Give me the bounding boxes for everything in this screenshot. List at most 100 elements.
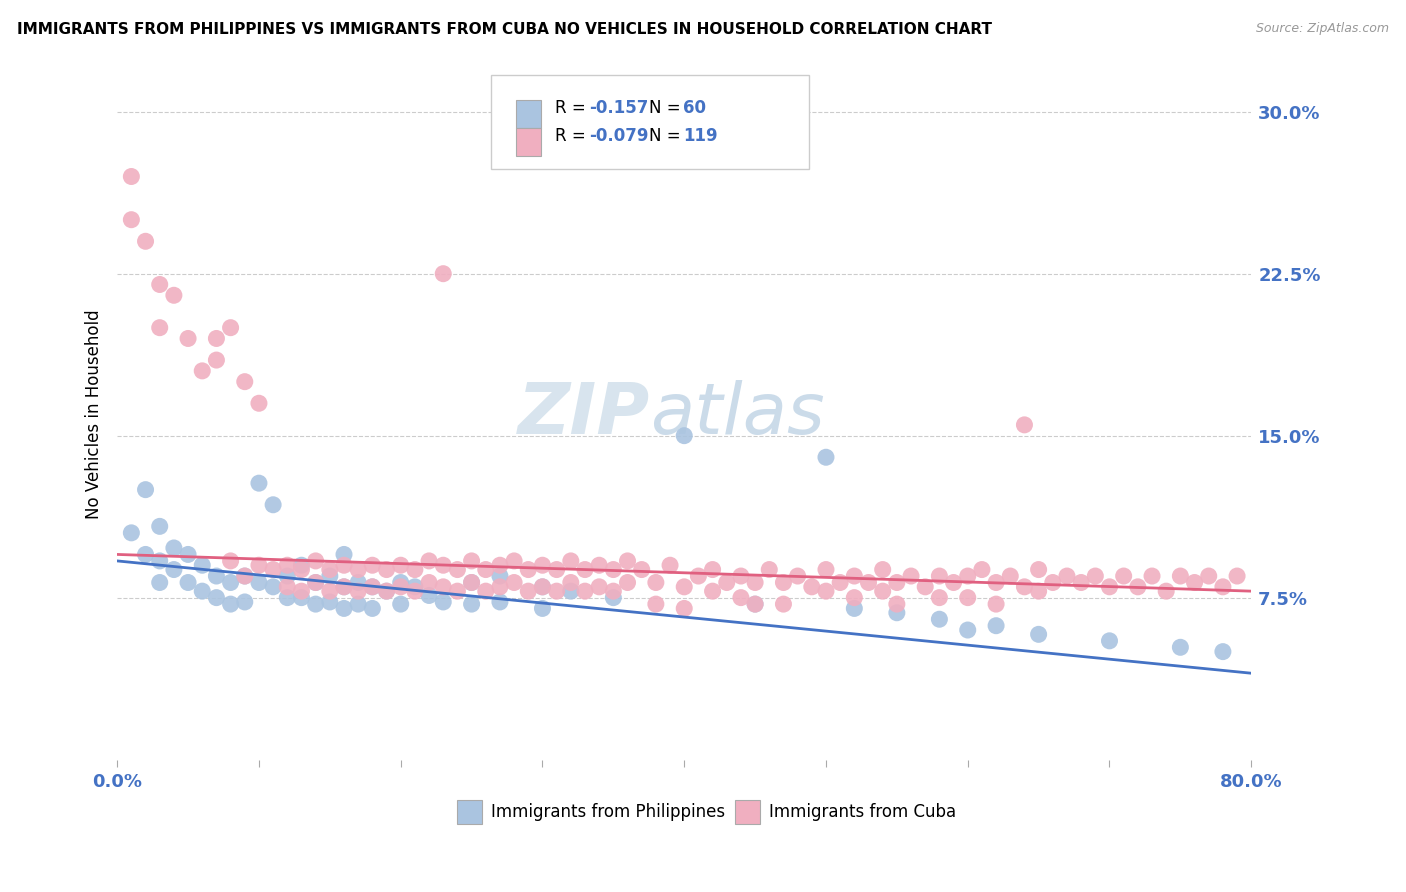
Bar	[735, 800, 761, 824]
Text: Source: ZipAtlas.com: Source: ZipAtlas.com	[1256, 22, 1389, 36]
Point	[814, 584, 837, 599]
Point	[276, 591, 298, 605]
Point	[305, 575, 328, 590]
Point	[262, 580, 284, 594]
Point	[928, 591, 950, 605]
Point	[900, 569, 922, 583]
Point	[659, 558, 682, 573]
Text: 60: 60	[683, 99, 706, 117]
Point	[389, 575, 412, 590]
Point	[772, 575, 794, 590]
Point	[361, 580, 384, 594]
Point	[432, 595, 454, 609]
Point	[786, 569, 808, 583]
Point	[149, 554, 172, 568]
Bar	[457, 800, 482, 824]
Point	[531, 601, 554, 615]
Point	[460, 575, 482, 590]
Point	[517, 563, 540, 577]
Point	[814, 563, 837, 577]
Point	[531, 580, 554, 594]
Point	[1028, 627, 1050, 641]
Point	[886, 575, 908, 590]
Point	[830, 575, 852, 590]
Point	[262, 563, 284, 577]
Point	[489, 595, 512, 609]
Point	[1056, 569, 1078, 583]
Point	[333, 580, 356, 594]
Point	[219, 575, 242, 590]
Point	[177, 575, 200, 590]
Text: 119: 119	[683, 128, 717, 145]
Point	[588, 558, 610, 573]
Point	[1170, 569, 1192, 583]
Point	[460, 597, 482, 611]
Point	[333, 601, 356, 615]
Point	[389, 558, 412, 573]
Point	[942, 575, 965, 590]
Point	[135, 483, 157, 497]
Bar	[516, 128, 541, 156]
Point	[418, 554, 440, 568]
Text: N =: N =	[650, 128, 686, 145]
Text: N =: N =	[650, 99, 686, 117]
Point	[886, 606, 908, 620]
Point	[844, 601, 866, 615]
Point	[1212, 645, 1234, 659]
Point	[602, 563, 624, 577]
Point	[984, 618, 1007, 632]
Point	[644, 575, 666, 590]
Point	[602, 591, 624, 605]
Point	[404, 580, 426, 594]
Point	[588, 580, 610, 594]
Point	[1000, 569, 1022, 583]
Point	[361, 601, 384, 615]
Point	[546, 563, 568, 577]
Point	[333, 558, 356, 573]
Point	[489, 558, 512, 573]
Point	[361, 580, 384, 594]
Point	[1170, 640, 1192, 655]
Point	[333, 548, 356, 562]
Point	[149, 277, 172, 292]
Point	[319, 569, 342, 583]
Point	[574, 563, 596, 577]
Text: ZIP: ZIP	[517, 380, 650, 449]
Point	[673, 428, 696, 442]
Point	[984, 575, 1007, 590]
Point	[219, 597, 242, 611]
Point	[489, 569, 512, 583]
Point	[347, 584, 370, 599]
Point	[305, 554, 328, 568]
Point	[319, 595, 342, 609]
Point	[1070, 575, 1092, 590]
Point	[1140, 569, 1163, 583]
Point	[305, 597, 328, 611]
Point	[1198, 569, 1220, 583]
Point	[219, 320, 242, 334]
Point	[1098, 580, 1121, 594]
Point	[560, 584, 582, 599]
Point	[616, 554, 638, 568]
Point	[290, 563, 312, 577]
Point	[319, 563, 342, 577]
Point	[574, 584, 596, 599]
Point	[347, 575, 370, 590]
Point	[1028, 584, 1050, 599]
Point	[702, 563, 724, 577]
Point	[191, 364, 214, 378]
Point	[503, 575, 526, 590]
Point	[375, 563, 398, 577]
Point	[1212, 580, 1234, 594]
Point	[233, 595, 256, 609]
Point	[163, 541, 186, 555]
Point	[276, 558, 298, 573]
Y-axis label: No Vehicles in Household: No Vehicles in Household	[86, 310, 103, 519]
Point	[389, 597, 412, 611]
Point	[1126, 580, 1149, 594]
Point	[1226, 569, 1249, 583]
Point	[120, 169, 142, 184]
Point	[928, 569, 950, 583]
Point	[1014, 417, 1036, 432]
Point	[758, 563, 780, 577]
